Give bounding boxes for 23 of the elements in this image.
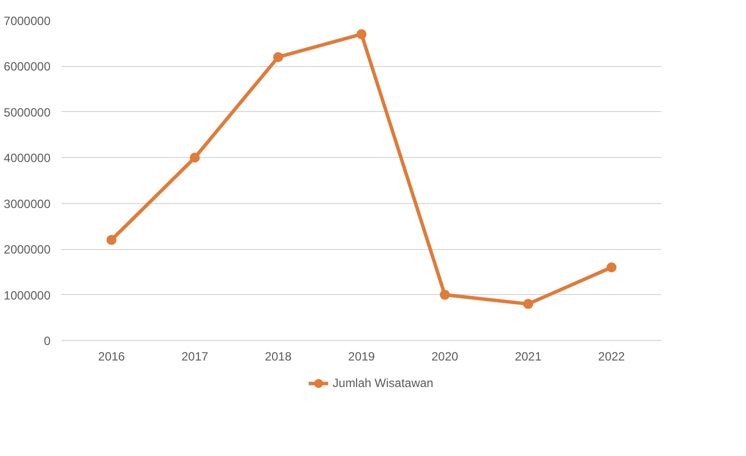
y-tick-label: 5000000 bbox=[4, 105, 51, 120]
x-tick-label: 2021 bbox=[514, 350, 542, 364]
y-tick-label: 6000000 bbox=[4, 60, 51, 74]
x-tick-label: 2019 bbox=[348, 350, 376, 364]
x-tick-label: 2020 bbox=[431, 350, 459, 364]
point bbox=[273, 52, 284, 62]
x-tick-label: 2022 bbox=[598, 350, 626, 364]
x-tick-label: 2018 bbox=[264, 350, 292, 364]
x-tick-label: 2016 bbox=[98, 350, 126, 364]
y-tick-label: 4000000 bbox=[4, 151, 51, 166]
point bbox=[356, 29, 366, 40]
point bbox=[190, 152, 200, 163]
y-tick-label: 1000000 bbox=[4, 288, 51, 302]
point bbox=[523, 298, 534, 309]
y-tick-label: 2000000 bbox=[4, 242, 51, 257]
y-tick-label: 0 bbox=[44, 334, 51, 348]
point bbox=[106, 234, 116, 245]
x-tick-label: 2017 bbox=[181, 350, 209, 364]
point bbox=[440, 290, 450, 300]
y-tick-label: 7000000 bbox=[4, 14, 51, 28]
legend-label: Jumlah Wisatawan bbox=[332, 376, 434, 390]
y-tick-label: 3000000 bbox=[4, 196, 51, 211]
point bbox=[606, 262, 616, 272]
